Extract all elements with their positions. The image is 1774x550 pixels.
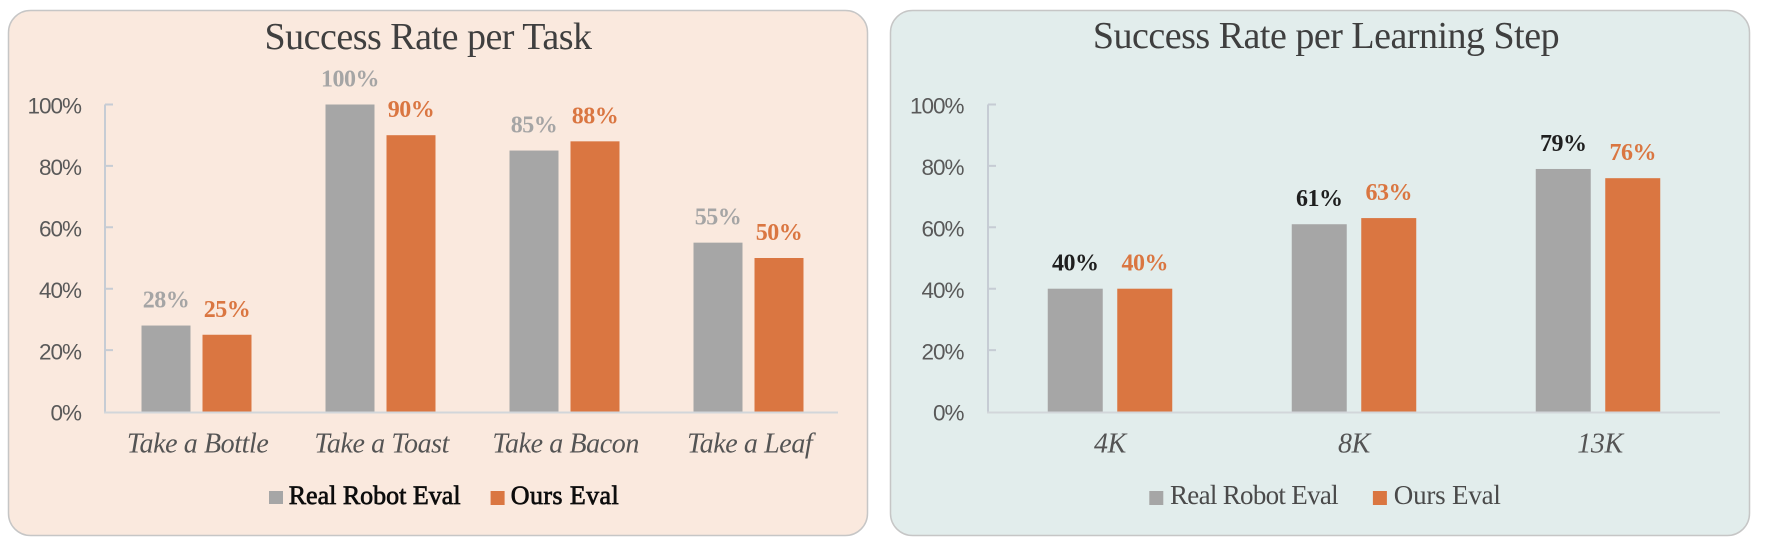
svg-text:0%: 0% bbox=[933, 401, 965, 426]
svg-text:85%: 85% bbox=[511, 113, 558, 139]
svg-text:88%: 88% bbox=[572, 103, 619, 129]
svg-text:Take a Leaf: Take a Leaf bbox=[687, 429, 816, 460]
svg-text:80%: 80% bbox=[39, 155, 82, 180]
svg-text:40%: 40% bbox=[921, 278, 964, 303]
svg-text:13K: 13K bbox=[1577, 429, 1624, 460]
svg-text:25%: 25% bbox=[204, 297, 251, 323]
svg-text:61%: 61% bbox=[1296, 186, 1343, 212]
svg-text:60%: 60% bbox=[39, 217, 82, 242]
svg-text:100%: 100% bbox=[27, 94, 82, 119]
svg-text:4K: 4K bbox=[1094, 429, 1128, 460]
svg-text:50%: 50% bbox=[756, 220, 803, 246]
svg-text:63%: 63% bbox=[1366, 180, 1413, 206]
svg-text:20%: 20% bbox=[921, 339, 964, 364]
svg-text:100%: 100% bbox=[321, 67, 379, 93]
svg-text:0%: 0% bbox=[50, 401, 82, 426]
svg-text:Success Rate per Task: Success Rate per Task bbox=[265, 16, 592, 58]
svg-text:Ours Eval: Ours Eval bbox=[511, 481, 619, 510]
svg-text:40%: 40% bbox=[39, 278, 82, 303]
svg-text:100%: 100% bbox=[910, 94, 965, 119]
svg-text:55%: 55% bbox=[695, 205, 742, 231]
svg-text:8K: 8K bbox=[1338, 429, 1372, 460]
svg-text:40%: 40% bbox=[1052, 251, 1099, 277]
svg-text:Real Robot Eval: Real Robot Eval bbox=[1170, 480, 1338, 510]
svg-text:90%: 90% bbox=[388, 97, 435, 123]
svg-text:Take a Toast: Take a Toast bbox=[314, 429, 450, 460]
svg-text:76%: 76% bbox=[1610, 140, 1657, 166]
svg-text:60%: 60% bbox=[921, 217, 964, 242]
svg-text:79%: 79% bbox=[1540, 131, 1587, 157]
svg-text:40%: 40% bbox=[1122, 251, 1169, 277]
svg-text:Take a Bottle: Take a Bottle bbox=[127, 429, 269, 460]
svg-text:Real Robot Eval: Real Robot Eval bbox=[289, 481, 461, 510]
svg-text:Ours Eval: Ours Eval bbox=[1394, 480, 1501, 510]
svg-text:28%: 28% bbox=[143, 288, 190, 314]
svg-text:Take a Bacon: Take a Bacon bbox=[492, 429, 639, 460]
svg-text:20%: 20% bbox=[39, 339, 82, 364]
svg-text:80%: 80% bbox=[921, 155, 964, 180]
svg-text:Success Rate per Learning Step: Success Rate per Learning Step bbox=[1093, 15, 1559, 57]
